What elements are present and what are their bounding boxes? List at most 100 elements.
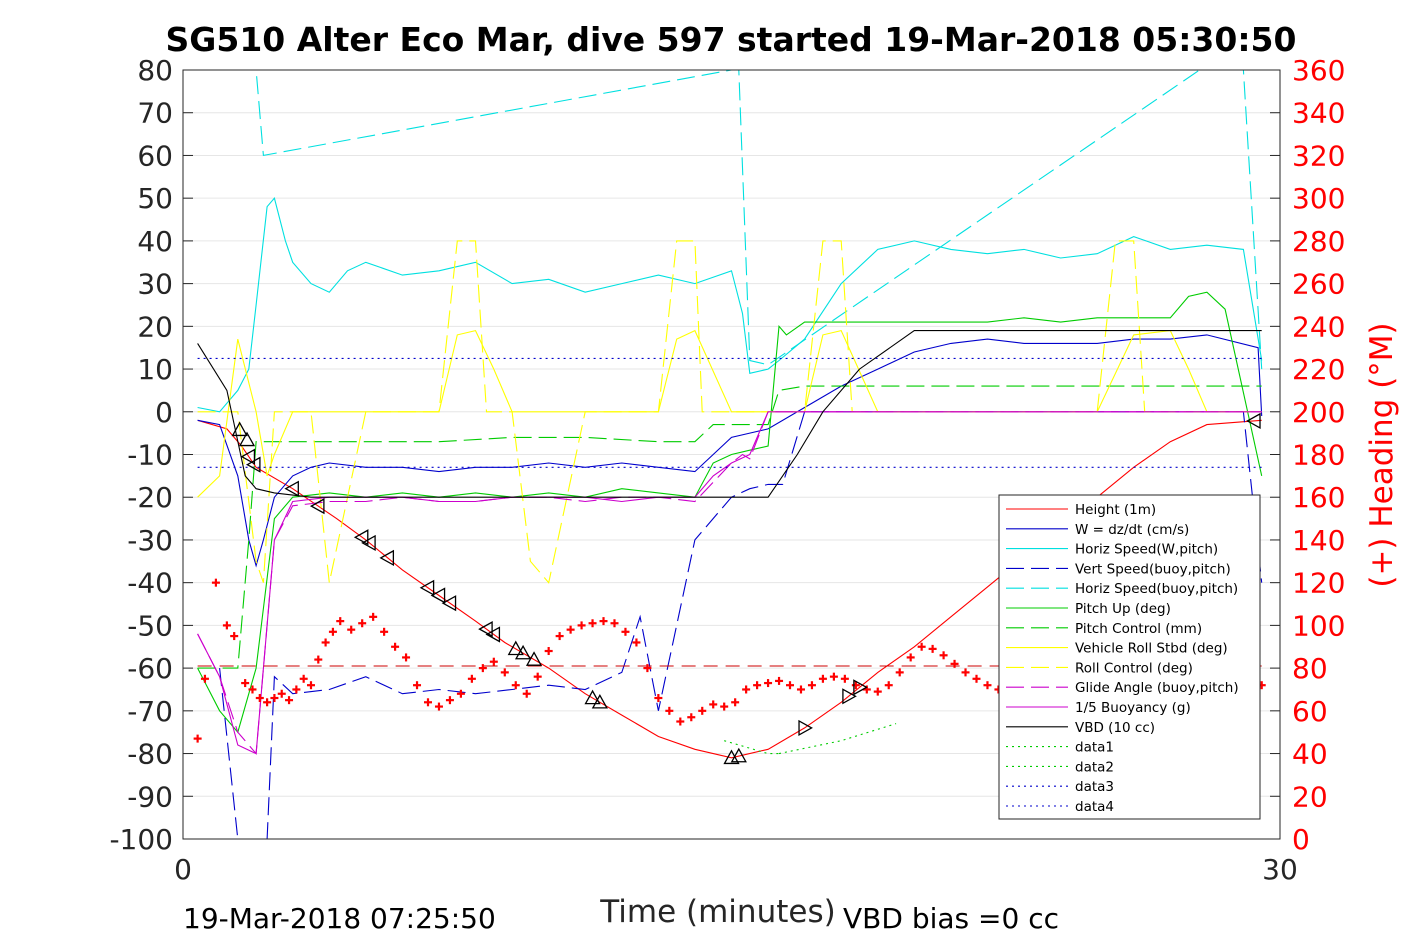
chart-title: SG510 Alter Eco Mar, dive 597 started 19… [166, 20, 1297, 59]
heading-point [873, 687, 882, 696]
heading-point [544, 647, 553, 656]
heading-point [328, 627, 337, 636]
triangle-marker [441, 595, 457, 612]
series-line-11 [197, 330, 1262, 498]
heading-point [423, 698, 432, 707]
legend: Height (1m) W = dz/dt (cm/s) Horiz Speed(W… [998, 494, 1261, 820]
heading-point [336, 617, 345, 626]
right-tick-label: 160 [1292, 481, 1345, 514]
heading-point [277, 689, 286, 698]
heading-point [709, 700, 718, 709]
right-tick-label: 120 [1292, 567, 1345, 600]
heading-point [292, 685, 301, 694]
heading-point [928, 644, 937, 653]
heading-point [720, 702, 729, 711]
heading-point [742, 685, 751, 694]
legend-label-7: Vehicle Roll Stbd (deg) [1075, 641, 1228, 657]
heading-point [347, 625, 356, 634]
y-tick-label: -30 [127, 524, 173, 557]
right-tick-label: 240 [1292, 310, 1345, 343]
right-axis-label: (+) Heading (°M) [1364, 322, 1400, 587]
heading-point [230, 632, 239, 641]
triangle-markers [231, 412, 1261, 765]
heading-point [939, 651, 948, 660]
heading-point [665, 706, 674, 715]
triangle-marker [853, 679, 868, 696]
heading-point [533, 672, 542, 681]
y-tick-label: 0 [155, 396, 173, 429]
heading-point [577, 621, 586, 630]
heading-point [285, 696, 294, 705]
triangle-marker [240, 448, 256, 465]
triangle-marker [584, 689, 601, 705]
y-tick-label: -80 [127, 738, 173, 771]
y-tick-label: 30 [137, 268, 173, 301]
right-tick-label: 260 [1292, 268, 1345, 301]
heading-point [796, 685, 805, 694]
heading-point [851, 681, 860, 690]
heading-point [906, 653, 915, 662]
heading-point [248, 685, 257, 694]
triangle-marker [284, 480, 299, 497]
y-tick-label: -40 [127, 567, 173, 600]
series-layer [197, 70, 1263, 839]
triangle-marker [353, 529, 369, 546]
triangle-marker [361, 534, 376, 552]
legend-label-2: Horiz Speed(W,pitch) [1075, 542, 1218, 558]
heading-point [391, 642, 400, 651]
triangle-marker [591, 693, 608, 709]
heading-point [654, 694, 663, 703]
series-line-8 [197, 240, 1262, 584]
heading-point [306, 681, 315, 690]
heading-point [193, 734, 202, 743]
y-tick-label: 70 [137, 97, 173, 130]
heading-point [413, 681, 422, 690]
x-axis-label: Time (minutes) [599, 894, 835, 930]
triangle-marker [507, 640, 524, 656]
y-tick-label: -70 [127, 695, 173, 728]
right-tick-label: 300 [1292, 182, 1345, 215]
heading-point [950, 659, 959, 668]
heading-point [489, 657, 498, 666]
triangle-marker [430, 587, 446, 604]
right-tick-label: 100 [1292, 609, 1345, 642]
series-line-6 [197, 385, 1262, 669]
heading-point [445, 696, 454, 705]
heading-point [211, 578, 220, 587]
heading-point [358, 619, 367, 628]
heading-point [731, 698, 740, 707]
heading-point [555, 632, 564, 641]
heading-point [764, 679, 773, 688]
heading-point [917, 642, 926, 651]
legend-label-6: Pitch Control (mm) [1075, 621, 1202, 637]
right-tick-label: 280 [1292, 225, 1345, 258]
heading-point [983, 681, 992, 690]
heading-point [478, 664, 487, 673]
legend-label-8: Roll Control (deg) [1075, 660, 1193, 676]
right-tick-label: 0 [1292, 823, 1310, 856]
y-tick-label: -20 [127, 481, 173, 514]
heading-point [299, 674, 308, 683]
triangle-marker [379, 549, 395, 566]
heading-point [687, 713, 696, 722]
right-tick-label: 360 [1292, 54, 1345, 87]
heading-point [263, 698, 272, 707]
heading-point [840, 674, 849, 683]
legend-label-12: data1 [1075, 740, 1114, 756]
legend-label-4: Horiz Speed(buoy,pitch) [1075, 581, 1238, 597]
y-tick-label: 80 [137, 54, 173, 87]
heading-point [222, 621, 231, 630]
footer-vbd-bias: VBD bias =0 cc [843, 902, 1059, 935]
heading-point [500, 668, 509, 677]
y-tick-label: -10 [127, 439, 173, 472]
series-line-5 [197, 291, 1263, 734]
legend-label-10: 1/5 Buoyancy (g) [1075, 700, 1191, 716]
axes-ticks: 80706050403020100-10-20-30-40-50-60-70-8… [109, 54, 1345, 886]
heading-point [961, 668, 970, 677]
triangle-marker [730, 747, 747, 763]
triangle-marker [309, 498, 325, 515]
triangle-marker [1246, 412, 1261, 429]
triangle-marker [245, 456, 261, 473]
heading-point [972, 674, 981, 683]
